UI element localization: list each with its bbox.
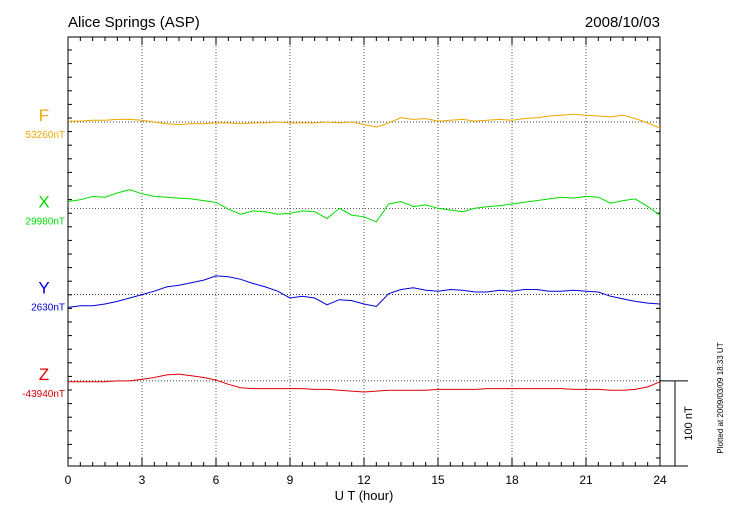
baseline-label: 29980nT — [26, 216, 65, 227]
x-tick-label: 12 — [357, 473, 371, 487]
plot-note: Plotted at 2009/03/09 18:33 UT — [716, 342, 725, 453]
series-name: Z — [39, 365, 49, 384]
series-line — [67, 275, 661, 308]
x-tick-label: 9 — [287, 473, 294, 487]
x-tick-label: 15 — [431, 473, 445, 487]
series-line — [68, 113, 661, 129]
chart-date: 2008/10/03 — [585, 14, 660, 31]
plot-frame — [67, 36, 661, 467]
x-tick-label: 18 — [505, 473, 519, 487]
x-tick-label: 0 — [65, 473, 72, 487]
series-name: Y — [38, 279, 49, 298]
series-line — [68, 373, 661, 393]
scale-label: 100 nT — [683, 406, 695, 441]
baseline-label: 53260nT — [26, 130, 65, 141]
series-line — [67, 189, 661, 223]
x-tick-label: 3 — [139, 473, 146, 487]
series-name: F — [39, 106, 49, 125]
x-axis-label: U T (hour) — [335, 488, 394, 503]
chart-title: Alice Springs (ASP) — [68, 14, 200, 31]
x-tick-label: 24 — [653, 473, 667, 487]
series-name: X — [38, 192, 49, 211]
baseline-label: -43940nT — [22, 389, 65, 400]
x-tick-label: 6 — [213, 473, 220, 487]
x-tick-label: 21 — [579, 473, 593, 487]
baseline-label: 2630nT — [31, 303, 65, 314]
